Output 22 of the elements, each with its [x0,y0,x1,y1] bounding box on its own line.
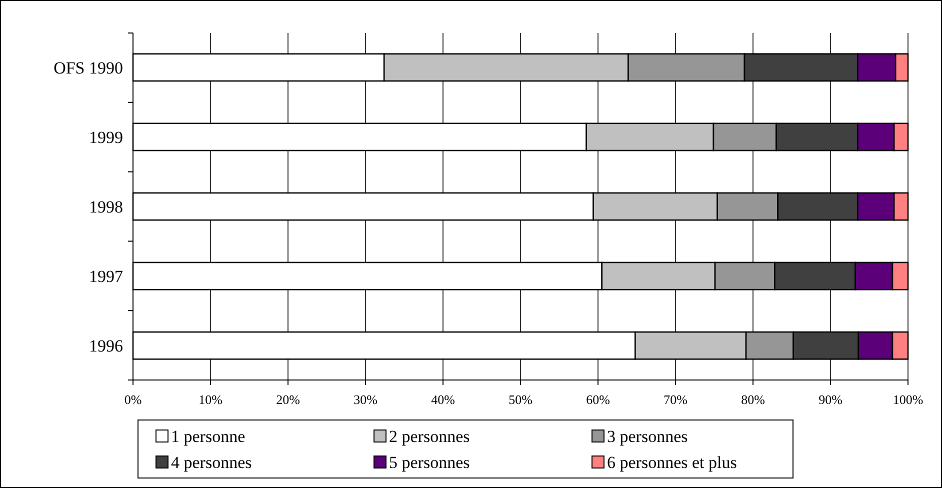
x-tick-label: 40% [431,392,456,407]
x-tick-label: 0% [124,392,142,407]
x-tick-label: 60% [586,392,610,407]
legend-label: 2 personnes [389,427,470,446]
legend-label: 1 personne [171,427,246,446]
x-tick-label: 90% [818,392,843,407]
x-tick-label: 50% [508,392,533,407]
y-tick-label: 1998 [89,198,123,216]
y-tick-label: OFS 1990 [54,58,123,78]
y-tick-label: 1999 [89,128,123,147]
x-tick-label: 80% [741,392,766,407]
x-tick-label: 100% [892,392,924,407]
x-tick-label: 10% [198,392,223,407]
y-tick-label: 1997 [89,267,124,286]
x-tick-label: 70% [664,392,688,407]
legend-label: 3 personnes [607,427,688,446]
legend-label: 4 personnes [171,453,252,472]
x-tick-label: 20% [276,392,300,407]
legend-label: 5 personnes [389,453,470,472]
x-tick-label: 30% [354,392,378,407]
y-tick-label: 1996 [89,336,123,356]
legend-label: 6 personnes et plus [607,453,737,472]
